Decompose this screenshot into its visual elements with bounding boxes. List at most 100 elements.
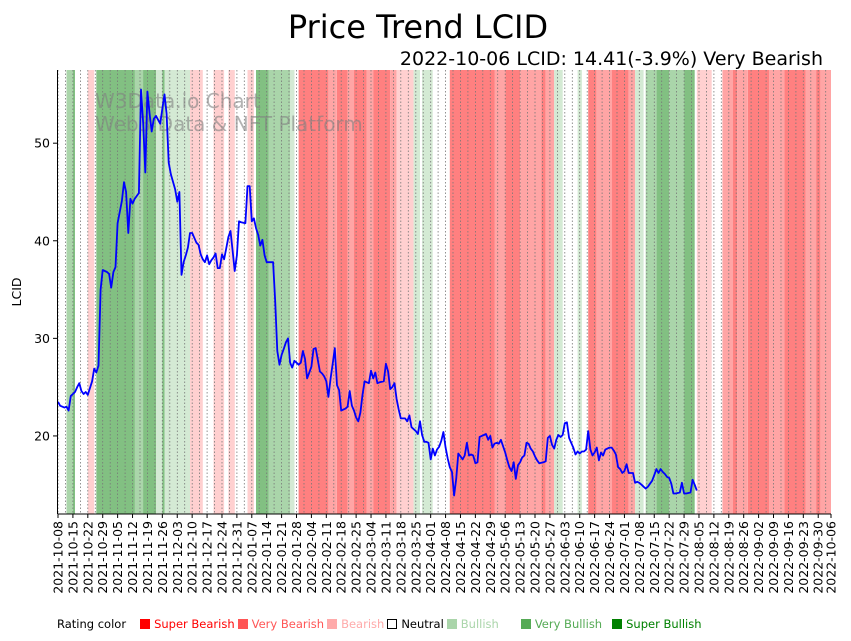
x-tick-label: 2022-05-27 xyxy=(542,521,557,594)
legend-item: Bearish xyxy=(327,617,384,631)
x-tick-label: 2022-08-19 xyxy=(721,521,736,594)
rating-band xyxy=(737,70,748,514)
rating-band xyxy=(87,70,95,514)
rating-band xyxy=(520,70,542,514)
vertical-grid xyxy=(57,70,827,514)
x-tick-label: 2021-10-29 xyxy=(95,521,110,594)
x-tick-label: 2022-01-21 xyxy=(274,521,289,594)
rating-band xyxy=(596,70,612,514)
axes xyxy=(57,70,831,515)
x-tick-label: 2021-12-31 xyxy=(229,521,244,594)
x-tick-label: 2022-06-24 xyxy=(602,521,617,594)
y-tick-label: 40 xyxy=(34,233,50,248)
x-tick-label: 2022-07-08 xyxy=(632,521,647,594)
x-tick-label: 2022-06-17 xyxy=(587,521,602,594)
x-tick-label: 2022-02-11 xyxy=(319,521,334,594)
legend-label: Bearish xyxy=(341,617,385,631)
legend-item: Bullish xyxy=(446,617,499,631)
legend-item: Super Bearish xyxy=(140,617,235,631)
x-tick-label: 2022-06-10 xyxy=(572,521,587,594)
x-tick-label: 2022-07-01 xyxy=(617,521,632,594)
x-tick-label: 2021-12-17 xyxy=(200,521,215,594)
rating-band xyxy=(347,70,354,514)
legend-swatch xyxy=(327,619,338,629)
x-tick-label: 2022-05-13 xyxy=(513,521,528,594)
chart-title: Price Trend LCID xyxy=(288,8,548,46)
x-tick-label: 2022-04-01 xyxy=(423,521,438,594)
x-tick-label: 2022-01-14 xyxy=(259,521,274,594)
legend-items: Super Bearish Very Bearish Bearish Neutral B… xyxy=(140,617,704,631)
rating-band xyxy=(645,70,657,514)
legend-label: Very Bullish xyxy=(534,617,603,631)
rating-band xyxy=(366,70,374,514)
y-tick-label: 50 xyxy=(34,136,50,151)
x-tick-label: 2022-04-15 xyxy=(453,521,468,594)
x-tick-label: 2022-08-12 xyxy=(706,521,721,594)
rating-band xyxy=(134,70,144,514)
rating-band xyxy=(769,70,785,514)
watermark-line-2: Web3 Data & NFT Platform xyxy=(95,112,363,136)
x-tick-label: 2021-11-19 xyxy=(140,521,155,594)
x-tick-label: 2021-12-24 xyxy=(215,521,230,594)
rating-band xyxy=(784,70,806,514)
x-tick-label: 2022-08-26 xyxy=(736,521,751,594)
rating-band xyxy=(541,70,546,514)
x-tick-label: 2022-02-04 xyxy=(304,521,319,594)
legend-label: Neutral xyxy=(401,617,444,631)
rating-band xyxy=(298,70,329,514)
rating-band xyxy=(328,70,337,514)
rating-band xyxy=(656,70,670,514)
x-tick-label: 2022-09-09 xyxy=(766,521,781,594)
y-tick-label: 20 xyxy=(34,428,50,443)
legend-item: Neutral xyxy=(387,617,444,631)
x-tick-label: 2022-10-06 xyxy=(824,521,839,594)
rating-band xyxy=(66,70,73,514)
x-tick-label: 2021-11-05 xyxy=(110,521,125,594)
legend-label: Bullish xyxy=(460,617,499,631)
legend: Rating color Super Bearish Very Bearish Be… xyxy=(57,617,705,631)
rating-band xyxy=(696,70,712,514)
x-tick-label: 2021-11-12 xyxy=(125,521,140,594)
rating-band xyxy=(722,70,733,514)
x-tick-label: 2022-02-18 xyxy=(334,521,349,594)
rating-band xyxy=(611,70,629,514)
legend-label: Super Bearish xyxy=(154,617,235,631)
legend-swatch xyxy=(520,619,531,629)
y-ticks: 20 30 40 50 xyxy=(34,136,58,443)
legend-item: Super Bullish xyxy=(612,617,702,631)
x-tick-label: 2021-10-22 xyxy=(80,521,95,594)
legend-swatch xyxy=(446,619,457,629)
x-tick-label: 2022-03-04 xyxy=(364,521,379,594)
rating-band xyxy=(684,70,695,514)
rating-band xyxy=(337,70,348,514)
watermark-line-1: W3Data.io Chart xyxy=(95,89,261,113)
chart-subtitle: 2022-10-06 LCID: 14.41(-3.9%) Very Beari… xyxy=(400,48,823,70)
rating-band xyxy=(213,70,225,514)
x-tick-label: 2022-08-05 xyxy=(692,521,707,594)
rating-band xyxy=(396,70,414,514)
x-tick-label: 2022-03-11 xyxy=(378,521,393,594)
legend-item: Very Bullish xyxy=(520,617,603,631)
y-tick-label: 30 xyxy=(34,331,50,346)
x-tick-label: 2022-09-02 xyxy=(751,521,766,594)
x-tick-label: 2022-07-29 xyxy=(677,521,692,594)
rating-band xyxy=(268,70,291,514)
rating-band xyxy=(168,70,190,514)
x-tick-label: 2022-05-20 xyxy=(528,521,543,594)
rating-band xyxy=(72,70,75,514)
legend-label: Very Bearish xyxy=(251,617,325,631)
x-tick-label: 2021-12-10 xyxy=(185,521,200,594)
legend-swatch xyxy=(237,619,248,629)
x-tick-label: 2022-07-15 xyxy=(647,521,662,594)
rating-band xyxy=(413,70,420,514)
price-line xyxy=(57,88,698,497)
rating-band xyxy=(554,70,563,514)
x-ticks: 2021-10-08 2021-10-15 2021-10-22 2021-10-29… xyxy=(51,514,839,594)
x-tick-label: 2021-11-26 xyxy=(155,521,170,594)
rating-band xyxy=(228,70,235,514)
rating-band xyxy=(156,70,163,514)
rating-band xyxy=(373,70,391,514)
rating-bands xyxy=(66,70,831,514)
x-tick-label: 2021-10-08 xyxy=(51,521,66,594)
